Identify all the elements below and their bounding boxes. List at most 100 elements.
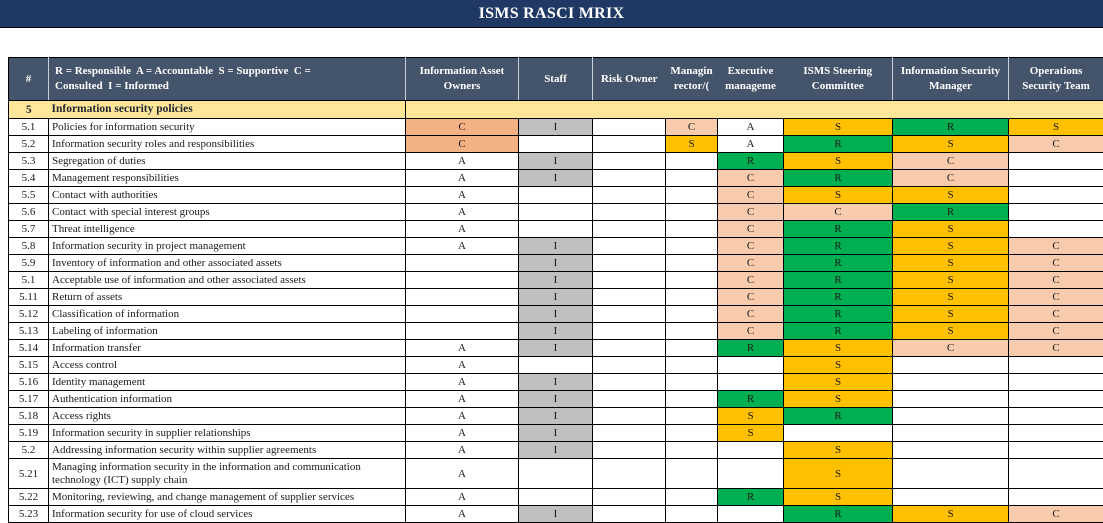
cell-exec[interactable] bbox=[718, 374, 784, 391]
cell-number[interactable]: 5.17 bbox=[9, 391, 49, 408]
cell-description[interactable]: Information security in supplier relatio… bbox=[49, 425, 406, 442]
cell-ism[interactable]: S bbox=[893, 221, 1009, 238]
cell-description[interactable]: Information transfer bbox=[49, 340, 406, 357]
cell-isms[interactable]: S bbox=[784, 442, 893, 459]
cell-iao[interactable]: A bbox=[406, 187, 519, 204]
cell-ops[interactable]: C bbox=[1009, 306, 1103, 323]
cell-ops[interactable] bbox=[1009, 221, 1103, 238]
cell-ism[interactable]: C bbox=[893, 153, 1009, 170]
cell-description[interactable]: Contact with special interest groups bbox=[49, 204, 406, 221]
cell-number[interactable]: 5.7 bbox=[9, 221, 49, 238]
cell-md[interactable]: S bbox=[666, 136, 718, 153]
cell-iao[interactable]: A bbox=[406, 170, 519, 187]
cell-exec[interactable]: R bbox=[718, 391, 784, 408]
cell-staff[interactable]: I bbox=[519, 391, 593, 408]
cell-number[interactable]: 5.1 bbox=[9, 272, 49, 289]
cell-iao[interactable]: A bbox=[406, 204, 519, 221]
cell-number[interactable]: 5.4 bbox=[9, 170, 49, 187]
cell-exec[interactable]: C bbox=[718, 255, 784, 272]
cell-description[interactable]: Access control bbox=[49, 357, 406, 374]
cell-risk[interactable] bbox=[593, 357, 666, 374]
cell-number[interactable]: 5.19 bbox=[9, 425, 49, 442]
column-header-staff[interactable]: Staff bbox=[519, 58, 593, 101]
section-cell[interactable] bbox=[893, 101, 1009, 119]
cell-staff[interactable] bbox=[519, 221, 593, 238]
cell-exec[interactable]: S bbox=[718, 425, 784, 442]
cell-risk[interactable] bbox=[593, 272, 666, 289]
cell-number[interactable]: 5.5 bbox=[9, 187, 49, 204]
cell-iao[interactable]: A bbox=[406, 374, 519, 391]
cell-ism[interactable]: C bbox=[893, 340, 1009, 357]
cell-isms[interactable]: R bbox=[784, 170, 893, 187]
cell-ops[interactable] bbox=[1009, 425, 1103, 442]
cell-risk[interactable] bbox=[593, 119, 666, 136]
column-header-number[interactable]: # bbox=[9, 58, 49, 101]
cell-exec[interactable] bbox=[718, 442, 784, 459]
cell-staff[interactable]: I bbox=[519, 340, 593, 357]
cell-number[interactable]: 5.16 bbox=[9, 374, 49, 391]
cell-exec[interactable]: C bbox=[718, 238, 784, 255]
cell-exec[interactable]: C bbox=[718, 221, 784, 238]
cell-md[interactable] bbox=[666, 306, 718, 323]
section-cell[interactable] bbox=[406, 101, 519, 119]
cell-ops[interactable] bbox=[1009, 187, 1103, 204]
cell-iao[interactable] bbox=[406, 255, 519, 272]
cell-ism[interactable] bbox=[893, 408, 1009, 425]
cell-staff[interactable]: I bbox=[519, 289, 593, 306]
cell-isms[interactable]: S bbox=[784, 391, 893, 408]
cell-ism[interactable]: S bbox=[893, 238, 1009, 255]
cell-iao[interactable] bbox=[406, 323, 519, 340]
cell-exec[interactable]: C bbox=[718, 323, 784, 340]
cell-ops[interactable]: S bbox=[1009, 119, 1103, 136]
cell-md[interactable] bbox=[666, 425, 718, 442]
cell-number[interactable]: 5.18 bbox=[9, 408, 49, 425]
cell-risk[interactable] bbox=[593, 221, 666, 238]
cell-number[interactable]: 5.13 bbox=[9, 323, 49, 340]
cell-md[interactable] bbox=[666, 221, 718, 238]
cell-ism[interactable]: S bbox=[893, 289, 1009, 306]
cell-ism[interactable] bbox=[893, 425, 1009, 442]
cell-md[interactable] bbox=[666, 374, 718, 391]
cell-md[interactable] bbox=[666, 255, 718, 272]
section-cell[interactable] bbox=[593, 101, 666, 119]
cell-ism[interactable] bbox=[893, 489, 1009, 506]
cell-number[interactable]: 5.2 bbox=[9, 442, 49, 459]
cell-description[interactable]: Labeling of information bbox=[49, 323, 406, 340]
cell-isms[interactable]: C bbox=[784, 204, 893, 221]
cell-risk[interactable] bbox=[593, 170, 666, 187]
cell-md[interactable] bbox=[666, 489, 718, 506]
cell-description[interactable]: Inventory of information and other assoc… bbox=[49, 255, 406, 272]
cell-description[interactable]: Management responsibilities bbox=[49, 170, 406, 187]
cell-iao[interactable] bbox=[406, 289, 519, 306]
cell-description[interactable]: Information security roles and responsib… bbox=[49, 136, 406, 153]
cell-description[interactable]: Managing information security in the inf… bbox=[49, 459, 406, 489]
cell-staff[interactable] bbox=[519, 187, 593, 204]
cell-staff[interactable] bbox=[519, 204, 593, 221]
cell-staff[interactable]: I bbox=[519, 306, 593, 323]
cell-number[interactable]: 5.9 bbox=[9, 255, 49, 272]
column-header-executive-management[interactable]: Executive manageme bbox=[718, 58, 784, 101]
cell-risk[interactable] bbox=[593, 442, 666, 459]
cell-exec[interactable]: C bbox=[718, 289, 784, 306]
cell-isms[interactable]: S bbox=[784, 340, 893, 357]
cell-risk[interactable] bbox=[593, 289, 666, 306]
cell-ops[interactable] bbox=[1009, 408, 1103, 425]
cell-staff[interactable]: I bbox=[519, 238, 593, 255]
cell-ism[interactable] bbox=[893, 357, 1009, 374]
cell-ism[interactable] bbox=[893, 442, 1009, 459]
cell-risk[interactable] bbox=[593, 136, 666, 153]
cell-risk[interactable] bbox=[593, 374, 666, 391]
column-header-risk-owner[interactable]: Risk Owner bbox=[593, 58, 666, 101]
cell-ism[interactable]: S bbox=[893, 136, 1009, 153]
cell-description[interactable]: Classification of information bbox=[49, 306, 406, 323]
cell-number[interactable]: 5.2 bbox=[9, 136, 49, 153]
cell-iao[interactable]: A bbox=[406, 408, 519, 425]
cell-isms[interactable]: S bbox=[784, 187, 893, 204]
column-header-information-security-manager[interactable]: Information Security Manager bbox=[893, 58, 1009, 101]
cell-ops[interactable] bbox=[1009, 357, 1103, 374]
cell-risk[interactable] bbox=[593, 306, 666, 323]
cell-md[interactable] bbox=[666, 153, 718, 170]
cell-iao[interactable]: A bbox=[406, 442, 519, 459]
section-cell[interactable] bbox=[519, 101, 593, 119]
cell-number[interactable]: 5.12 bbox=[9, 306, 49, 323]
